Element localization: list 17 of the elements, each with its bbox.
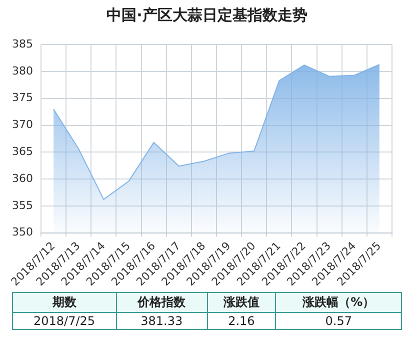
- y-tick-label: 370: [12, 118, 33, 132]
- text: 价格指数: [116, 292, 208, 312]
- text: 2018/7/25: [12, 312, 116, 330]
- text: 涨跌值: [207, 292, 276, 312]
- text: 381.33: [116, 312, 208, 330]
- y-tick-label: 355: [12, 198, 33, 212]
- y-tick-label: 385: [12, 37, 33, 50]
- text: 期数: [12, 292, 116, 312]
- y-tick-label: 375: [12, 91, 33, 104]
- y-tick-label: 350: [12, 226, 33, 239]
- chart-title: 中国·产区大蒜日定基指数走势: [106, 5, 308, 26]
- y-tick-label: 360: [12, 172, 33, 185]
- y-tick-label: 380: [12, 64, 33, 78]
- text: 涨跌幅（%）: [276, 292, 402, 312]
- text: 2.16: [207, 312, 276, 330]
- y-tick-label: 365: [12, 144, 33, 158]
- text: 0.57: [276, 312, 402, 330]
